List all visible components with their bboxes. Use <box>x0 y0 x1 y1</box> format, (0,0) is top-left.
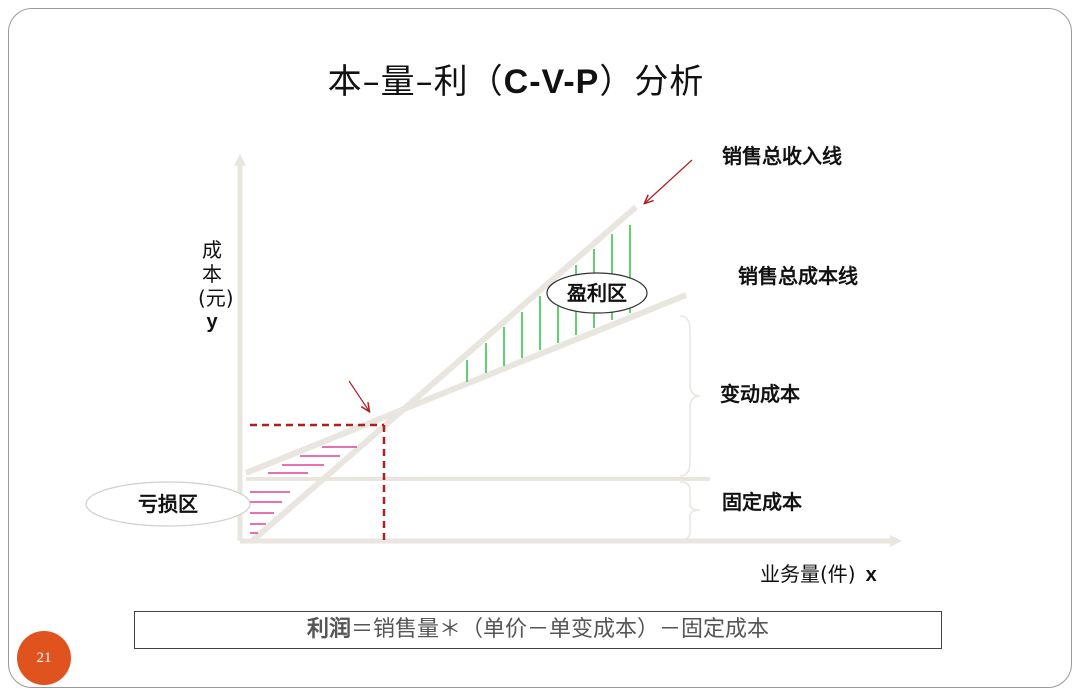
total-cost-line-label: 销售总成本线 <box>738 264 858 288</box>
svg-text:盈利区: 盈利区 <box>566 281 627 305</box>
svg-text:亏损区: 亏损区 <box>138 492 198 516</box>
revenue-line <box>250 204 638 544</box>
profit-formula: 利润＝销售量＊（单价－单变成本）－固定成本 <box>134 611 942 649</box>
profit-zone-badge: 盈利区 <box>546 272 648 314</box>
revenue-arrow <box>645 159 693 203</box>
page-number-badge: 21 <box>17 631 71 685</box>
fixed-cost-brace <box>679 481 701 541</box>
y-axis-label: 成 本 (元) y <box>198 238 234 333</box>
loss-hatch <box>250 446 357 534</box>
slide-title: 本–量–利（C-V-P）分析 <box>327 62 705 102</box>
break-even-arrow <box>348 380 369 411</box>
x-axis-label: 业务量(件) x <box>760 562 877 586</box>
revenue-line-label: 销售总收入线 <box>722 144 842 168</box>
total-cost-line <box>244 292 688 476</box>
fixed-cost-label: 固定成本 <box>722 490 802 514</box>
loss-zone-badge: 亏损区 <box>85 481 251 527</box>
variable-cost-brace <box>679 315 701 477</box>
variable-cost-label: 变动成本 <box>720 382 800 406</box>
